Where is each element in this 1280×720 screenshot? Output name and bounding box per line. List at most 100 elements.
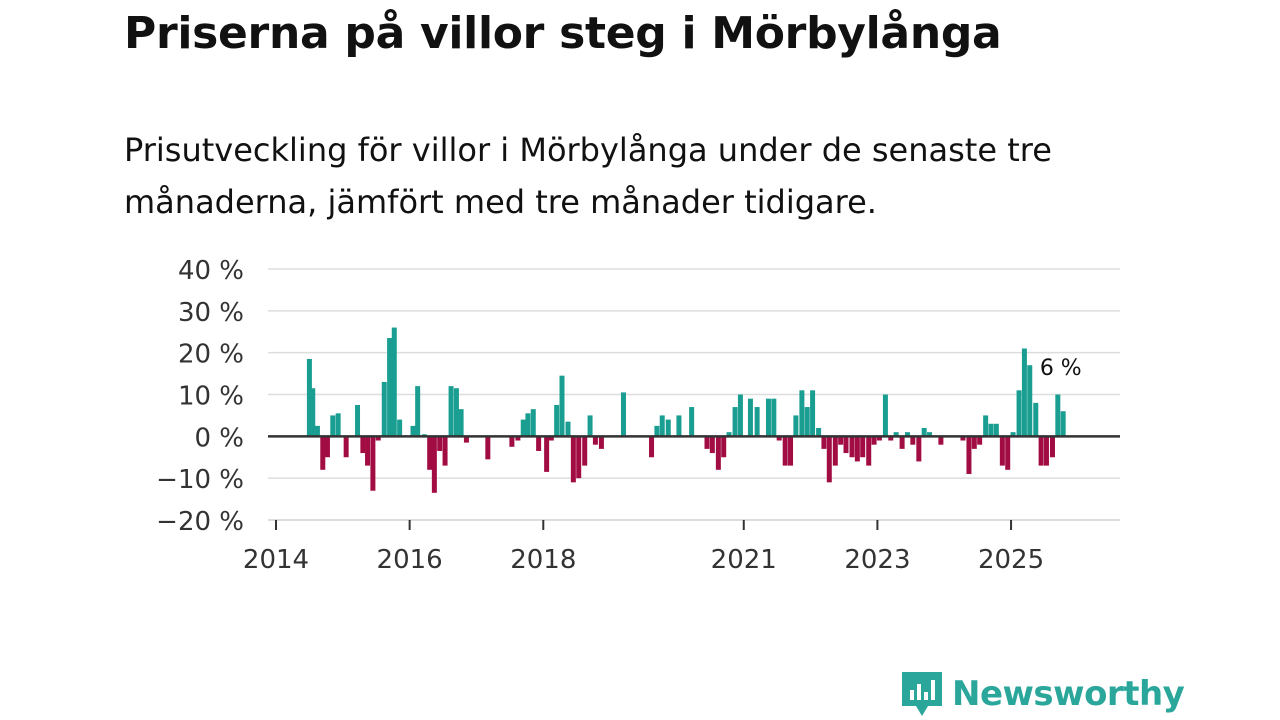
bar [1033, 402, 1039, 437]
bar [570, 436, 576, 483]
x-tick-label: 2023 [844, 545, 910, 575]
y-tick-label: 40 % [178, 256, 244, 286]
bar [320, 436, 326, 470]
bar [587, 415, 593, 437]
bar [983, 415, 989, 437]
bar [871, 436, 877, 445]
y-tick-label: −20 % [156, 507, 244, 537]
x-tick-label: 2018 [510, 545, 576, 575]
bar [726, 432, 732, 437]
bar [782, 436, 788, 466]
y-tick-label: 20 % [178, 340, 244, 370]
bar [860, 436, 866, 458]
chart-title: Priserna på villor steg i Mörbylånga [124, 8, 1002, 59]
bar [620, 392, 626, 437]
bar [463, 436, 469, 443]
bar [876, 436, 882, 441]
bar [737, 394, 743, 437]
bar [485, 436, 491, 460]
bar [448, 386, 454, 437]
bar [1016, 390, 1022, 437]
bar [747, 398, 753, 437]
bar [415, 386, 421, 437]
bar [592, 436, 598, 445]
bar [431, 436, 437, 493]
bar [966, 436, 972, 474]
bar [977, 436, 983, 445]
bar [355, 404, 361, 437]
bar [776, 436, 782, 441]
x-tick-label: 2021 [711, 545, 777, 575]
bar [306, 358, 312, 437]
bar [410, 425, 416, 437]
bar [520, 419, 526, 437]
bar [1010, 432, 1016, 437]
bar [771, 398, 777, 437]
bar [397, 419, 403, 437]
bar [343, 436, 349, 458]
bar [810, 390, 816, 437]
bar [765, 398, 771, 437]
bar [938, 436, 944, 445]
bar [1055, 394, 1061, 437]
y-tick-label: 10 % [178, 382, 244, 412]
bar [838, 436, 844, 445]
bar [999, 436, 1005, 466]
bar [788, 436, 794, 466]
bar [709, 436, 715, 454]
y-tick-label: 30 % [178, 298, 244, 328]
x-tick-label: 2025 [978, 545, 1044, 575]
bar [899, 436, 905, 449]
bar [676, 415, 682, 437]
bar [793, 415, 799, 437]
bar [888, 436, 894, 441]
brand-logo: Newsworthy [902, 668, 1185, 720]
bar [732, 407, 738, 437]
bar [576, 436, 582, 479]
bar [715, 436, 721, 470]
bar [1049, 436, 1055, 458]
bar [370, 436, 376, 491]
bar [921, 427, 927, 437]
bar [960, 436, 966, 441]
bar [854, 436, 860, 462]
bar [515, 436, 521, 441]
bar [927, 432, 933, 437]
bar [916, 436, 922, 462]
bar [665, 419, 671, 437]
bar [360, 436, 366, 454]
bar [1060, 411, 1066, 437]
bar [721, 436, 727, 458]
bar [314, 425, 320, 437]
bar [387, 338, 393, 437]
brand-name: Newsworthy [952, 674, 1185, 714]
bar [866, 436, 872, 466]
data-label: 6 % [1040, 356, 1082, 381]
bar [843, 436, 849, 454]
bar [893, 432, 899, 437]
bar [704, 436, 710, 449]
bar [910, 436, 916, 445]
bar [849, 436, 855, 458]
bar [310, 388, 316, 437]
chart-subtitle: Prisutveckling för villor i Mörbylånga u… [124, 131, 1052, 221]
bar [754, 407, 760, 437]
newsworthy-logo-icon [902, 672, 942, 716]
bar [971, 436, 977, 449]
bar [804, 407, 810, 437]
bar [1043, 436, 1049, 466]
bar [882, 394, 888, 437]
bar [799, 390, 805, 437]
bar [1038, 436, 1044, 466]
bar [548, 436, 554, 441]
bar [1021, 348, 1027, 437]
y-tick-label: −10 % [156, 465, 244, 495]
bar [988, 423, 994, 437]
bar [509, 436, 515, 447]
y-tick-label: 0 % [194, 423, 244, 453]
bar [826, 436, 832, 483]
bar [324, 436, 330, 458]
bar [993, 423, 999, 437]
bar [437, 436, 443, 451]
bar [598, 436, 604, 449]
